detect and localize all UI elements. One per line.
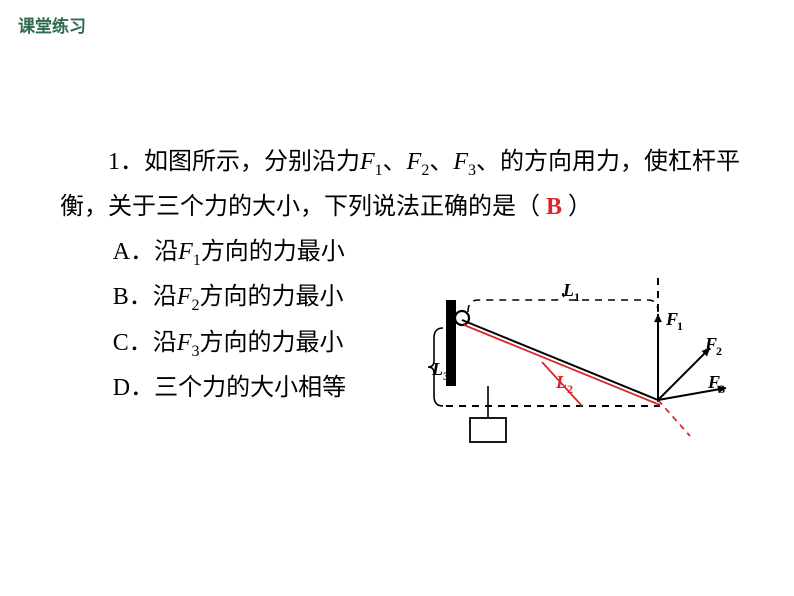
- opt-b-pre: B．沿: [113, 284, 177, 310]
- svg-text:1: 1: [677, 319, 683, 333]
- lever-diagram: L1L3L2F1F2F3: [428, 278, 738, 458]
- opt-b-f: F: [177, 284, 192, 310]
- stem-4: ）: [562, 194, 592, 220]
- svg-text:L: L: [562, 280, 574, 300]
- stem-1: 、: [383, 149, 407, 175]
- opt-c-suf: 方向的力最小: [199, 330, 343, 356]
- opt-c-pre: C．沿: [113, 330, 177, 356]
- svg-text:2: 2: [716, 344, 722, 358]
- svg-text:2: 2: [567, 382, 573, 396]
- f3-sub: 3: [468, 162, 476, 179]
- header-text: 课堂练习: [18, 17, 86, 36]
- opt-c-f: F: [177, 330, 192, 356]
- svg-text:3: 3: [719, 382, 725, 396]
- svg-text:L: L: [431, 359, 443, 379]
- question-stem: 1．如图所示，分别沿力F1、F2、F3、的方向用力，使杠杆平衡，关于三个力的大小…: [60, 140, 740, 230]
- opt-a-sub: 1: [193, 252, 201, 269]
- opt-b-suf: 方向的力最小: [199, 284, 343, 310]
- stem-2: 、: [429, 149, 453, 175]
- opt-d-text: D．三个力的大小相等: [113, 375, 346, 401]
- opt-a-f: F: [178, 239, 193, 265]
- stem-0: 如图所示，分别沿力: [144, 149, 360, 175]
- f2-sym: F: [407, 149, 422, 175]
- answer-letter: B: [546, 194, 562, 220]
- q-number: 1．: [108, 149, 144, 175]
- f1-sym: F: [360, 149, 375, 175]
- svg-text:1: 1: [574, 290, 580, 304]
- f1-sub: 1: [375, 162, 383, 179]
- f3-sym: F: [453, 149, 468, 175]
- section-header: 课堂练习: [18, 12, 86, 37]
- svg-text:L: L: [555, 372, 567, 392]
- option-a: A．沿F1方向的力最小: [113, 230, 740, 275]
- svg-text:3: 3: [443, 369, 449, 383]
- opt-a-pre: A．沿: [113, 239, 178, 265]
- opt-a-suf: 方向的力最小: [201, 239, 345, 265]
